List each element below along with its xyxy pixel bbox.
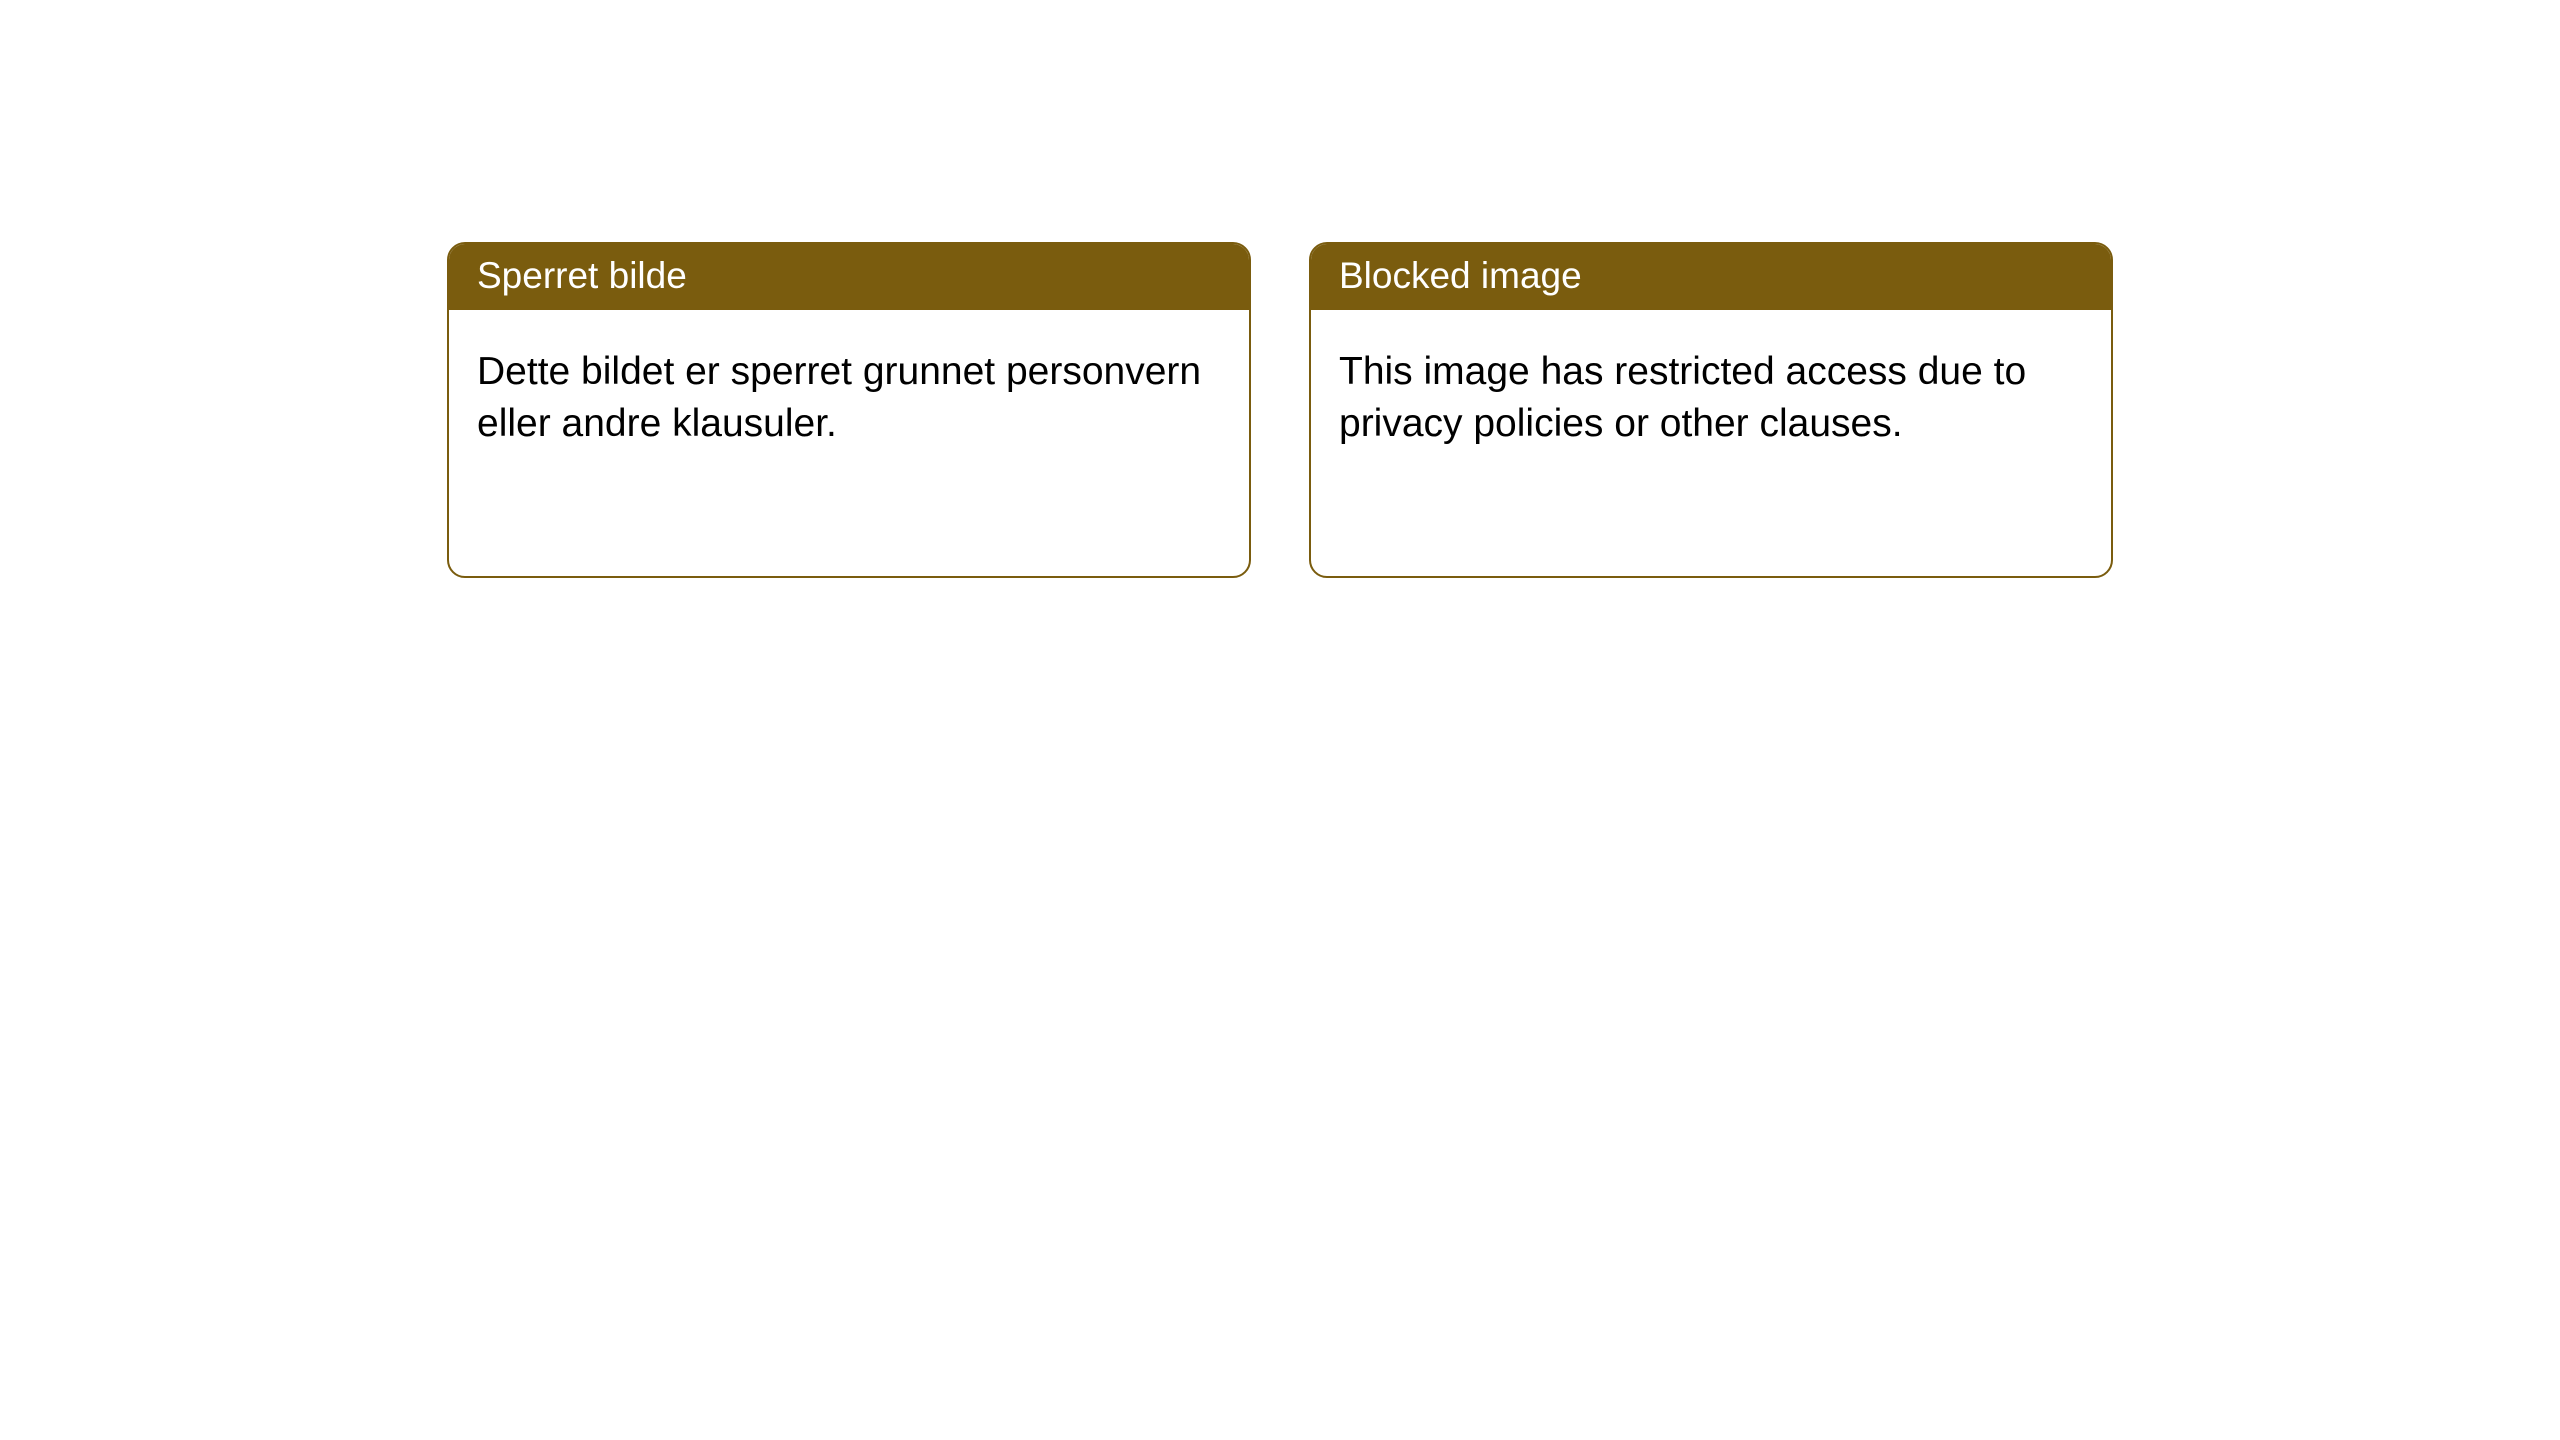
notice-body-norwegian: Dette bildet er sperret grunnet personve… xyxy=(449,310,1249,485)
notice-title-english: Blocked image xyxy=(1311,244,2111,310)
notice-box-norwegian: Sperret bilde Dette bildet er sperret gr… xyxy=(447,242,1251,578)
notice-title-norwegian: Sperret bilde xyxy=(449,244,1249,310)
notice-box-english: Blocked image This image has restricted … xyxy=(1309,242,2113,578)
notice-container: Sperret bilde Dette bildet er sperret gr… xyxy=(447,242,2113,578)
notice-body-english: This image has restricted access due to … xyxy=(1311,310,2111,485)
